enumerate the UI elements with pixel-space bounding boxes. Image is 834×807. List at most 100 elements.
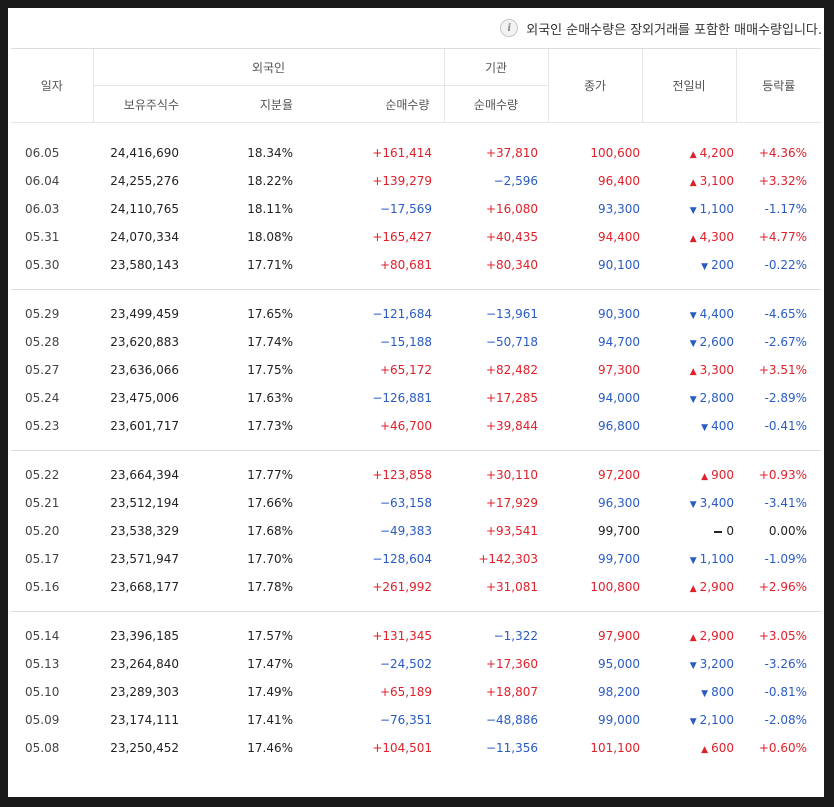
rate-cell: +4.36% [758,146,807,160]
flat-icon [714,530,723,533]
header-date: 일자 [11,48,93,123]
header-change: 전일비 [641,48,736,123]
institution-net-cell: −11,356 [485,741,538,755]
close-cell: 96,300 [598,496,640,510]
close-cell: 96,800 [598,419,640,433]
table-row: 05.16 23,668,177 17.78% +261,992 +31,081 100,… [11,573,821,601]
row-spacer [11,279,821,290]
triangle-down-icon: ▼ [689,717,697,727]
foreign-net-cell: +65,172 [379,363,432,377]
info-icon: i [500,19,519,37]
close-cell: 97,300 [598,363,640,377]
rate-cell: -3.41% [764,496,807,510]
change-cell: ▼ 1,100 [642,195,736,223]
institution-net-cell: +82,482 [485,363,538,377]
ratio-cell: 17.63% [247,391,293,405]
change-value: 900 [711,468,734,482]
foreign-net-cell: −121,684 [372,307,432,321]
header-holding: 보유주식수 [92,85,213,123]
table-row: 05.27 23,636,066 17.75% +65,172 +82,482 97,30… [11,356,821,384]
table-header: 일자 외국인 기관 종가 전일비 등락률 보유주식수 지분율 순매수량 순매수량 [11,48,821,123]
triangle-up-icon: ▲ [689,584,697,594]
close-cell: 94,700 [598,335,640,349]
holding-cell: 23,636,066 [110,363,179,377]
table-row: 05.24 23,475,006 17.63% −126,881 +17,285 94,0… [11,384,821,412]
rate-cell: +3.51% [758,363,807,377]
change-cell: ▲ 3,100 [642,167,736,195]
table-row: 06.03 24,110,765 18.11% −17,569 +16,080 93,30… [11,195,821,223]
triangle-down-icon: ▼ [689,395,697,405]
foreign-net-cell: +261,992 [372,580,432,594]
row-spacer [11,123,821,140]
rate-cell: +0.60% [758,741,807,755]
institution-net-cell: +40,435 [485,230,538,244]
table-row: 05.21 23,512,194 17.66% −63,158 +17,929 96,30… [11,489,821,517]
change-cell: ▲ 600 [642,734,736,762]
ratio-cell: 17.78% [247,580,293,594]
holding-cell: 23,396,185 [110,629,179,643]
rate-cell: +3.05% [758,629,807,643]
triangle-down-icon: ▼ [701,689,709,699]
header-institution-net: 순매수량 [443,85,548,123]
table-body: 06.05 24,416,690 18.34% +161,414 +37,810 100,… [11,123,821,763]
table-row: 05.23 23,601,717 17.73% +46,700 +39,844 96,80… [11,412,821,440]
institution-net-cell: +93,541 [485,524,538,538]
notice-bar: i 외국인 순매수량은 장외거래를 포함한 매매수량입니다. [500,17,822,39]
rate-cell: -2.08% [764,713,807,727]
ratio-cell: 17.73% [247,419,293,433]
table-row: 06.05 24,416,690 18.34% +161,414 +37,810 100,… [11,139,821,167]
rate-cell: -1.17% [764,202,807,216]
close-cell: 97,900 [598,629,640,643]
rate-cell: -2.67% [764,335,807,349]
change-value: 4,200 [699,146,734,160]
institution-net-cell: +17,360 [485,657,538,671]
change-cell: ▲ 3,300 [642,356,736,384]
header-foreign-net: 순매수량 [321,85,444,123]
ratio-cell: 18.08% [247,230,293,244]
close-cell: 95,000 [598,657,640,671]
close-cell: 100,600 [590,146,640,160]
change-value: 3,300 [699,363,734,377]
table-row: 05.30 23,580,143 17.71% +80,681 +80,340 90,10… [11,251,821,279]
date-cell: 05.10 [25,685,60,699]
rate-cell: -0.22% [764,258,807,272]
institution-net-cell: −50,718 [485,335,538,349]
institution-net-cell: +37,810 [485,146,538,160]
holding-cell: 23,475,006 [110,391,179,405]
row-spacer [11,601,821,612]
change-cell: ▼ 2,800 [642,384,736,412]
triangle-down-icon: ▼ [689,339,697,349]
change-cell: ▼ 4,400 [642,300,736,328]
institution-net-cell: −13,961 [485,307,538,321]
change-value: 2,800 [699,391,734,405]
foreign-net-cell: +46,700 [379,419,432,433]
triangle-up-icon: ▲ [701,472,709,482]
ratio-cell: 17.49% [247,685,293,699]
date-cell: 05.13 [25,657,60,671]
table-row: 06.04 24,255,276 18.22% +139,279 −2,596 96,40… [11,167,821,195]
date-cell: 05.28 [25,335,60,349]
holding-cell: 24,110,765 [110,202,179,216]
change-cell: ▼ 2,600 [642,328,736,356]
holding-cell: 23,512,194 [110,496,179,510]
change-cell: ▼ 3,400 [642,489,736,517]
institution-net-cell: +80,340 [485,258,538,272]
institution-net-cell: +31,081 [485,580,538,594]
foreign-net-cell: −76,351 [379,713,432,727]
institution-net-cell: −2,596 [493,174,538,188]
change-cell: ▲ 4,200 [642,139,736,167]
date-cell: 05.29 [25,307,60,321]
change-cell: ▼ 3,200 [642,650,736,678]
holding-cell: 23,601,717 [110,419,179,433]
triangle-up-icon: ▲ [689,150,697,160]
change-value: 1,100 [699,202,734,216]
holding-cell: 23,668,177 [110,580,179,594]
rate-cell: -0.81% [764,685,807,699]
rate-cell: -4.65% [764,307,807,321]
triangle-up-icon: ▲ [689,234,697,244]
change-value: 4,400 [699,307,734,321]
date-cell: 05.24 [25,391,60,405]
change-value: 200 [711,258,734,272]
institution-net-cell: +16,080 [485,202,538,216]
ratio-cell: 18.34% [247,146,293,160]
